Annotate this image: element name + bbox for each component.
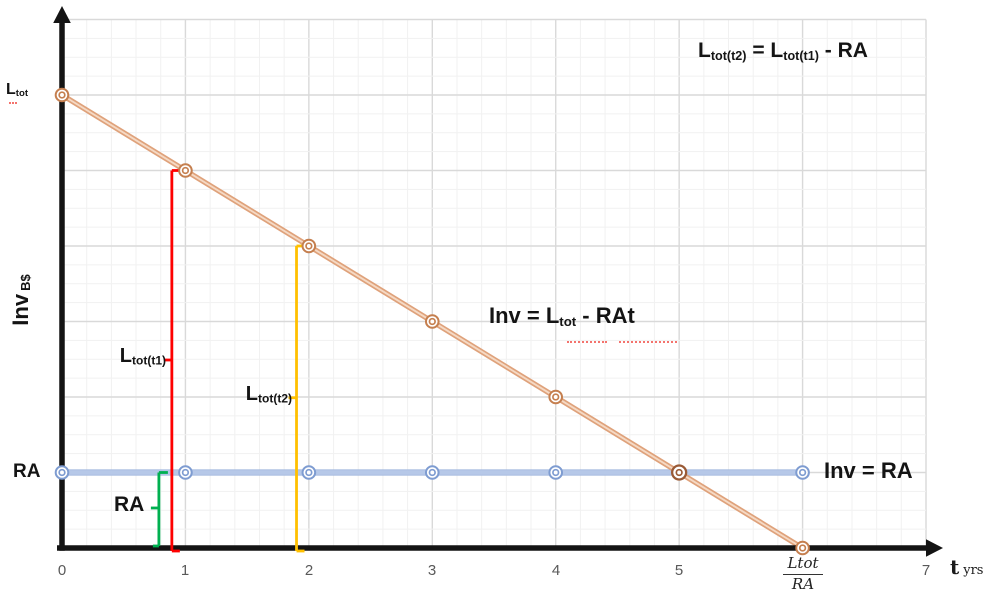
formula-subscript: tot(t2) bbox=[710, 48, 747, 63]
formula-part: L bbox=[6, 81, 16, 98]
formula-part: L bbox=[119, 345, 133, 367]
x-axis-title: t yrs bbox=[950, 555, 983, 579]
formula-subscript: tot(t1) bbox=[132, 353, 166, 368]
formula-subscript: tot bbox=[15, 88, 29, 100]
y-axis-title-text: Inv bbox=[8, 293, 33, 326]
x-tick-5: 5 bbox=[674, 562, 684, 579]
bracket-label-ra: RA bbox=[114, 493, 145, 516]
y-axis-title: Inv B$ bbox=[8, 245, 34, 355]
fraction-numerator: Ltot bbox=[783, 554, 823, 575]
formula-part: L bbox=[698, 39, 711, 62]
formula-part: - RA bbox=[818, 39, 868, 62]
spellcheck-underline bbox=[619, 338, 677, 343]
bracket-label-ltot-t2: Ltot(t2) bbox=[222, 383, 292, 406]
x-axis-title-text: t bbox=[950, 555, 960, 579]
x-tick-ltot-over-ra: Ltot RA bbox=[779, 554, 827, 594]
bracket-label-ltot-t1: Ltot(t1) bbox=[96, 345, 166, 368]
formula-part: - RAt bbox=[576, 303, 635, 328]
formula-subscript: tot(t2) bbox=[258, 391, 292, 406]
x-tick-4: 4 bbox=[551, 562, 561, 579]
fraction-denominator: RA bbox=[791, 574, 815, 593]
x-tick-1: 1 bbox=[180, 562, 190, 579]
x-tick-2: 2 bbox=[304, 562, 314, 579]
formula-subscript: tot bbox=[559, 313, 577, 329]
annotation-ltot2-formula: Ltot(t2) = Ltot(t1) - RA bbox=[698, 39, 868, 63]
spellcheck-underline bbox=[9, 99, 17, 104]
y-axis-unit: B$ bbox=[17, 274, 33, 291]
formula-part: Inv = L bbox=[489, 303, 560, 328]
x-axis-unit: yrs bbox=[963, 563, 984, 578]
x-tick-3: 3 bbox=[427, 562, 437, 579]
formula-subscript: tot(t1) bbox=[783, 48, 819, 63]
x-tick-7: 7 bbox=[921, 562, 931, 579]
formula-part: = L bbox=[746, 39, 784, 62]
y-axis-ra-label: RA bbox=[13, 461, 41, 482]
spellcheck-underline bbox=[567, 338, 607, 343]
y-axis-ltot-label: Ltot bbox=[6, 81, 28, 99]
annotation-line-equation: Inv = Ltot - RAt bbox=[489, 303, 635, 329]
x-tick-0: 0 bbox=[57, 562, 67, 579]
formula-part: L bbox=[245, 383, 259, 405]
annotation-ra-equation: Inv = RA bbox=[824, 458, 913, 483]
